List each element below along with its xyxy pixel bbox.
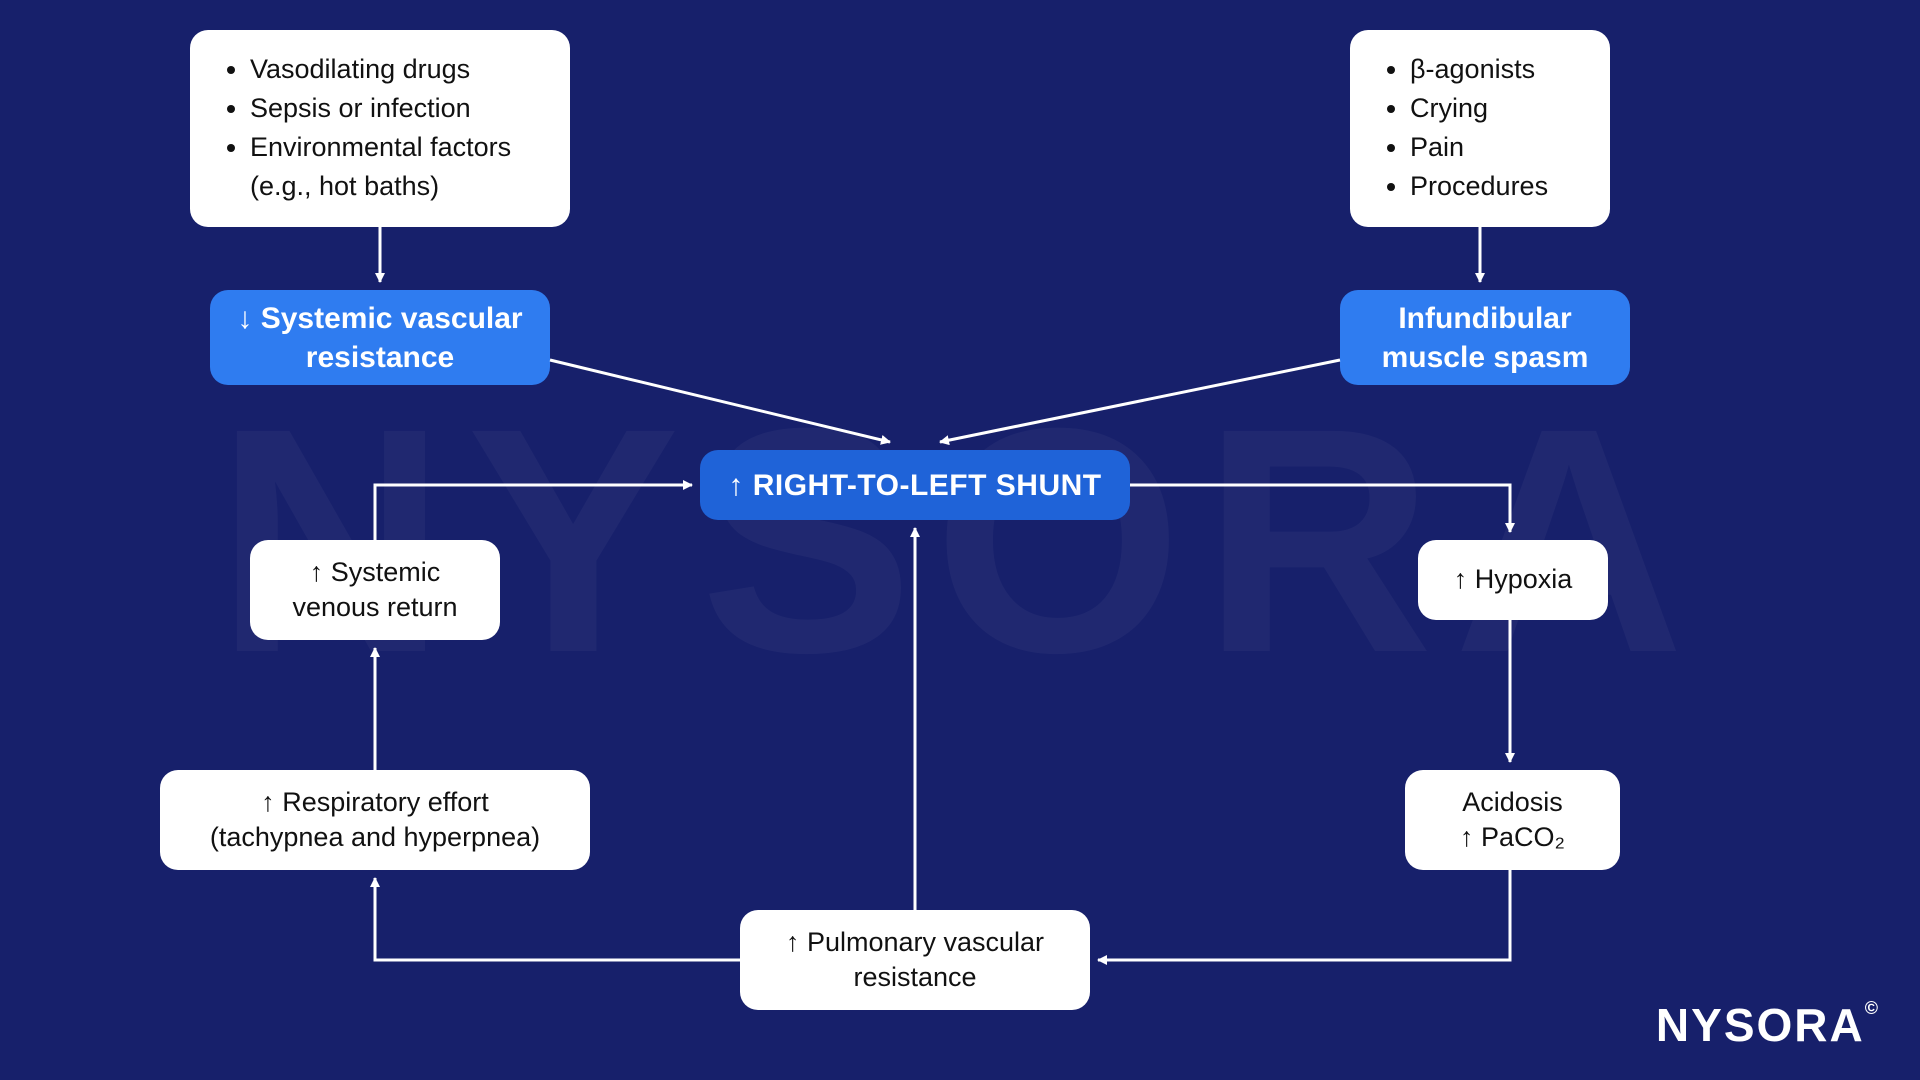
list-item: Crying — [1410, 89, 1582, 128]
brand-logo: NYSORA© — [1656, 998, 1880, 1052]
node-label: ↑ Respiratory effort — [261, 785, 489, 820]
list-item: Pain — [1410, 128, 1582, 167]
node-spasm: Infundibular muscle spasm — [1340, 290, 1630, 385]
node-shunt: ↑ RIGHT-TO-LEFT SHUNT — [700, 450, 1130, 520]
node-label: ↑ Systemic venous return — [270, 555, 480, 625]
brand-text: NYSORA — [1656, 999, 1865, 1051]
node-label: ↑ Hypoxia — [1454, 562, 1573, 597]
node-label: ↑ Pulmonary vascular resistance — [760, 925, 1070, 995]
list-item: Environmental factors (e.g., hot baths) — [250, 128, 542, 206]
node-label: Infundibular muscle spasm — [1360, 299, 1610, 377]
list-item: Vasodilating drugs — [250, 50, 542, 89]
node-pvr: ↑ Pulmonary vascular resistance — [740, 910, 1090, 1010]
list-item: β-agonists — [1410, 50, 1582, 89]
node-venous: ↑ Systemic venous return — [250, 540, 500, 640]
node-svr: ↓ Systemic vascular resistance — [210, 290, 550, 385]
node-label: (tachypnea and hyperpnea) — [210, 820, 540, 855]
copyright-icon: © — [1865, 998, 1880, 1018]
node-hypoxia: ↑ Hypoxia — [1418, 540, 1608, 620]
left-causes-list: Vasodilating drugs Sepsis or infection E… — [190, 30, 570, 227]
node-label: ↓ Systemic vascular resistance — [230, 299, 530, 377]
node-acidosis: Acidosis ↑ PaCO₂ — [1405, 770, 1620, 870]
node-resp: ↑ Respiratory effort (tachypnea and hype… — [160, 770, 590, 870]
list-item: Procedures — [1410, 167, 1582, 206]
node-label: Acidosis — [1462, 785, 1563, 820]
list-item: Sepsis or infection — [250, 89, 542, 128]
right-causes-list: β-agonists Crying Pain Procedures — [1350, 30, 1610, 227]
node-label: ↑ PaCO₂ — [1460, 820, 1565, 855]
node-label: ↑ RIGHT-TO-LEFT SHUNT — [728, 466, 1101, 505]
